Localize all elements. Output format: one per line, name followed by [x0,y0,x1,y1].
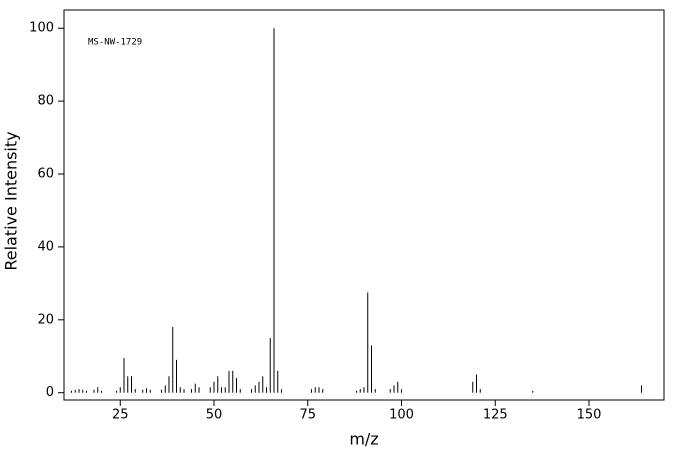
y-tick-label: 100 [29,21,54,36]
y-tick-label: 40 [37,239,54,254]
x-tick-label: 50 [206,408,223,423]
y-tick-label: 60 [37,167,54,182]
y-axis-title: Relative Intensity [2,131,21,270]
y-tick-label: 20 [37,312,54,327]
x-tick-label: 125 [483,408,508,423]
y-tick-label: 0 [46,385,54,400]
x-axis-title: m/z [349,430,378,449]
x-tick-label: 150 [577,408,602,423]
plot-frame [63,9,665,401]
annotation: MS-NW-1729 [88,38,142,48]
x-tick-label: 25 [112,408,129,423]
x-tick-label: 75 [299,408,316,423]
x-tick-label: 100 [389,408,414,423]
y-tick-label: 80 [37,94,54,109]
